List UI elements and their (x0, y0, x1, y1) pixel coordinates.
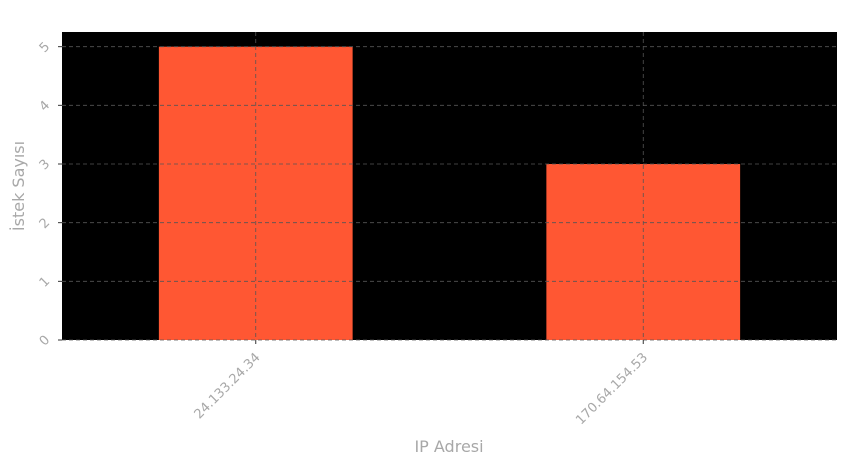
y-tick-label: 3 (37, 157, 53, 173)
y-tick-label: 0 (37, 333, 53, 349)
x-tick-label: 24.133.24.34 (192, 350, 264, 422)
y-tick-label: 5 (37, 39, 53, 55)
x-axis-ticks: 24.133.24.34 170.64.154.53 (192, 340, 651, 428)
grid-lines (62, 32, 837, 341)
x-axis-title: IP Adresi (414, 437, 483, 456)
y-axis-title: İstek Sayısı (9, 141, 28, 231)
y-tick-label: 1 (37, 274, 53, 290)
y-tick-label: 2 (37, 215, 53, 231)
x-tick-label: 170.64.154.53 (573, 350, 651, 428)
y-axis-ticks: 0 1 2 3 4 5 (37, 39, 62, 349)
y-tick-label: 4 (37, 98, 53, 114)
